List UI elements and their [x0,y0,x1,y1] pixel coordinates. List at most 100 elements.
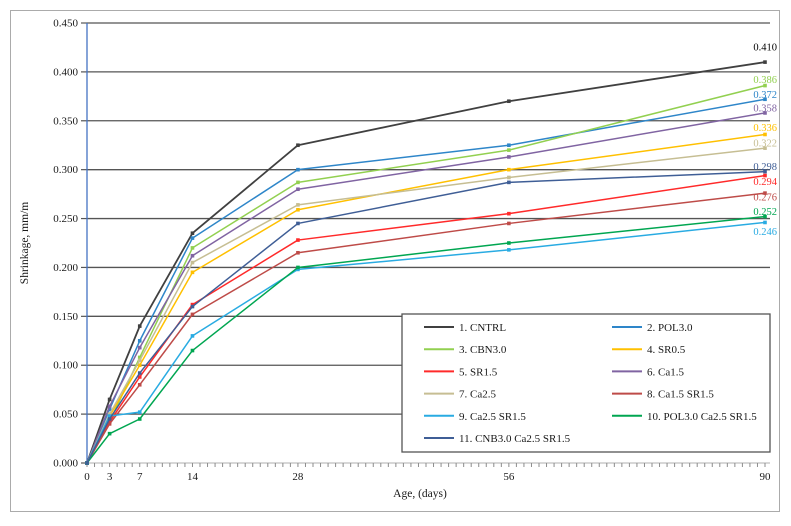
legend-item: 8. Ca1.5 SR1.5 [612,389,714,401]
end-value-label: 0.372 [753,90,777,101]
data-point-marker [85,461,89,465]
legend-box: 1. CNTRL 2. POL3.0 3. CBN3.0 4. SR0.5 5. SR1… [401,313,771,453]
legend-item: 7. Ca2.5 [424,389,496,401]
data-point-marker [296,207,300,212]
data-point-marker [507,175,511,180]
end-value-label: 0.386 [753,75,777,86]
legend-label: 1. CNTRL [459,322,506,334]
data-point-marker [296,250,300,255]
data-point-marker [296,167,300,172]
end-value-label: 0.336 [753,123,777,134]
x-tick-label: 56 [503,471,515,483]
legend-label: 8. Ca1.5 SR1.5 [647,389,714,401]
data-point-marker [763,220,767,225]
data-point-marker [507,221,511,226]
y-tick-label: 0.400 [53,66,78,78]
y-tick-label: 0.000 [53,458,78,470]
data-point-marker [296,238,300,242]
data-point-marker [137,358,142,363]
x-axis-title: Age, (days) [393,488,447,500]
data-point-marker [296,265,300,270]
legend-item: 4. SR0.5 [612,344,686,356]
y-tick-label: 0.300 [53,164,78,176]
data-point-marker [763,132,767,137]
data-point-marker [137,410,142,414]
data-point-marker [190,246,195,250]
data-point-marker [507,155,511,159]
y-tick-label: 0.450 [53,18,78,30]
data-point-marker [190,236,195,240]
data-point-marker [190,348,195,353]
data-point-marker [190,270,195,275]
data-point-marker [107,412,112,416]
end-value-label: 0.322 [753,139,777,150]
data-series [85,60,767,465]
legend-label: 3. CBN3.0 [459,344,507,356]
end-value-label: 0.252 [753,207,777,218]
axes [81,22,770,467]
data-point-marker [763,111,767,115]
legend-label: 11. CNB3.0 Ca2.5 SR1.5 [459,433,571,445]
x-tick-label: 14 [187,471,199,483]
data-point-marker [107,397,112,402]
data-point-marker [296,143,300,148]
data-point-marker [763,214,767,219]
data-point-marker [107,420,112,424]
series-end-value-labels: 0.410 0.372 0.386 0.336 0.294 0.358 0.322 0.276… [753,43,777,238]
legend-item: 11. CNB3.0 Ca2.5 SR1.5 [424,433,571,445]
data-point-marker [137,345,142,350]
data-point-marker [296,267,300,272]
end-value-label: 0.276 [753,193,777,204]
legend-label: 5. SR1.5 [459,366,498,378]
data-point-marker [763,60,767,64]
series-11 [85,169,767,465]
data-point-marker [296,203,300,207]
end-value-label: 0.298 [753,162,777,173]
data-point-marker [763,97,767,102]
data-point-marker [296,221,300,226]
legend-label: 10. POL3.0 Ca2.5 SR1.5 [647,411,757,423]
axis-tick-labels: 0.000 0.050 0.100 0.150 0.200 0.250 0.300 0.350… [53,18,771,484]
data-point-marker [763,191,767,195]
data-point-marker [137,363,142,368]
data-point-marker [190,260,195,265]
y-tick-label: 0.200 [53,262,78,274]
data-point-marker [763,169,767,174]
data-point-marker [190,302,195,307]
end-value-label: 0.294 [753,177,777,188]
end-value-label: 0.410 [753,43,777,54]
data-point-marker [190,312,195,317]
data-point-marker [190,253,195,258]
data-point-marker [190,334,195,338]
data-point-marker [507,248,511,252]
y-axis-title: Shrinkage, mm/m [19,202,31,284]
data-point-marker [137,371,142,375]
legend-label: 4. SR0.5 [647,344,686,356]
legend-item: 6. Ca1.5 [612,366,684,378]
data-point-marker [507,99,511,104]
data-point-marker [137,382,142,387]
data-point-marker [107,431,112,436]
data-point-marker [137,417,142,421]
y-tick-label: 0.350 [53,115,78,127]
data-point-marker [107,417,112,421]
data-point-marker [107,404,112,409]
x-tick-label: 90 [760,471,772,483]
x-tick-label: 28 [292,471,304,483]
legend-label: 6. Ca1.5 [647,366,684,378]
data-point-marker [137,338,142,343]
legend-item: 3. CBN3.0 [424,344,507,356]
x-tick-label: 7 [137,471,143,483]
legend-label: 7. Ca2.5 [459,389,496,401]
data-point-marker [507,167,511,172]
y-tick-label: 0.150 [53,311,78,323]
data-point-marker [296,180,300,185]
data-point-marker [190,304,195,309]
data-point-marker [107,407,112,412]
x-tick-label: 0 [84,471,90,483]
data-point-marker [107,414,112,418]
data-point-marker [507,143,511,148]
data-point-marker [107,422,112,426]
y-tick-label: 0.050 [53,409,78,421]
